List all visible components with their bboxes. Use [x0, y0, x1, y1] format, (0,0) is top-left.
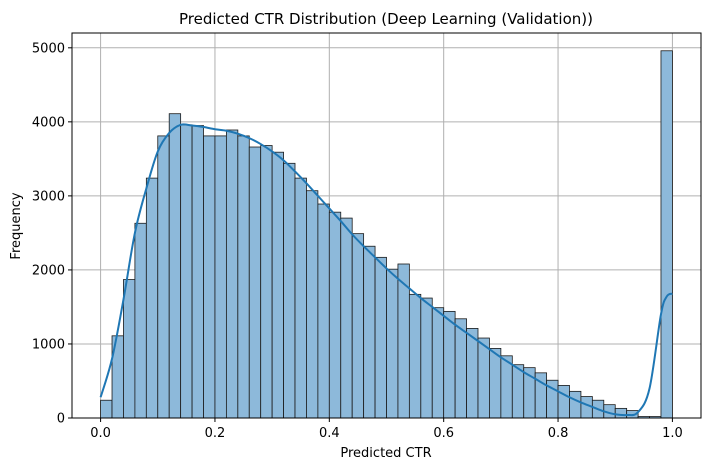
y-tick-label: 1000 [32, 337, 65, 352]
x-tick-label: 0.0 [90, 426, 111, 441]
histogram-bar [500, 355, 513, 419]
histogram-bar [466, 328, 479, 419]
histogram-bar [363, 245, 376, 419]
histogram-bar [191, 125, 204, 419]
histogram-bar [168, 113, 182, 419]
histogram-bar [306, 190, 319, 419]
x-axis-ticks: 0.0 0.2 0.4 0.6 0.8 1.0 [90, 418, 683, 441]
histogram-bar [134, 222, 147, 419]
histogram-bar [225, 129, 239, 419]
y-axis-ticks: 0 1000 2000 3000 4000 5000 [32, 41, 72, 427]
y-tick-label: 2000 [32, 263, 65, 278]
x-tick-label: 0.6 [433, 426, 454, 441]
histogram-bar [203, 135, 216, 419]
histogram-bar [351, 233, 365, 419]
y-tick-label: 3000 [32, 189, 65, 204]
histogram-bar [180, 124, 193, 419]
histogram-bar [340, 217, 353, 419]
histogram-bar [569, 390, 582, 419]
histogram-bar [614, 407, 628, 419]
histogram-bar [431, 307, 445, 419]
histogram-bar [157, 135, 170, 419]
histogram-bar [374, 256, 387, 419]
kde-line [99, 123, 673, 417]
x-axis-label: Predicted CTR [340, 446, 431, 461]
x-tick-label: 0.8 [548, 426, 569, 441]
x-tick-label: 0.4 [319, 426, 340, 441]
histogram-bar [294, 177, 307, 419]
histogram-bar [317, 203, 330, 419]
histogram-bar [123, 279, 136, 419]
histogram-bars [100, 50, 673, 419]
histogram-bar [511, 364, 525, 419]
histogram-bar [100, 399, 113, 419]
histogram-bar [557, 385, 570, 419]
x-tick-label: 1.0 [662, 426, 683, 441]
y-axis-label: Frequency [9, 192, 24, 259]
histogram-bar [248, 146, 262, 419]
histogram-bar [420, 297, 433, 419]
histogram-bar [454, 318, 467, 419]
histogram-bar [443, 310, 456, 419]
histogram-bar [386, 268, 399, 419]
histogram-bar [660, 50, 673, 419]
x-tick-label: 0.2 [205, 426, 226, 441]
histogram-bar [260, 145, 273, 419]
kde-curve [99, 123, 673, 417]
histogram-bar [214, 135, 227, 419]
histogram-bar [271, 151, 284, 419]
histogram-bar [237, 135, 250, 419]
y-tick-label: 5000 [32, 41, 65, 56]
histogram-bar [477, 337, 490, 419]
histogram-bar [283, 162, 296, 419]
y-tick-label: 4000 [32, 115, 65, 130]
plot-frame [71, 32, 702, 419]
chart-title: Predicted CTR Distribution (Deep Learnin… [179, 10, 593, 28]
histogram-bar [408, 293, 422, 419]
histogram-bar [489, 348, 502, 419]
y-tick-label: 0 [57, 412, 65, 427]
histogram-bar [145, 177, 159, 419]
histogram-bar [328, 211, 342, 419]
